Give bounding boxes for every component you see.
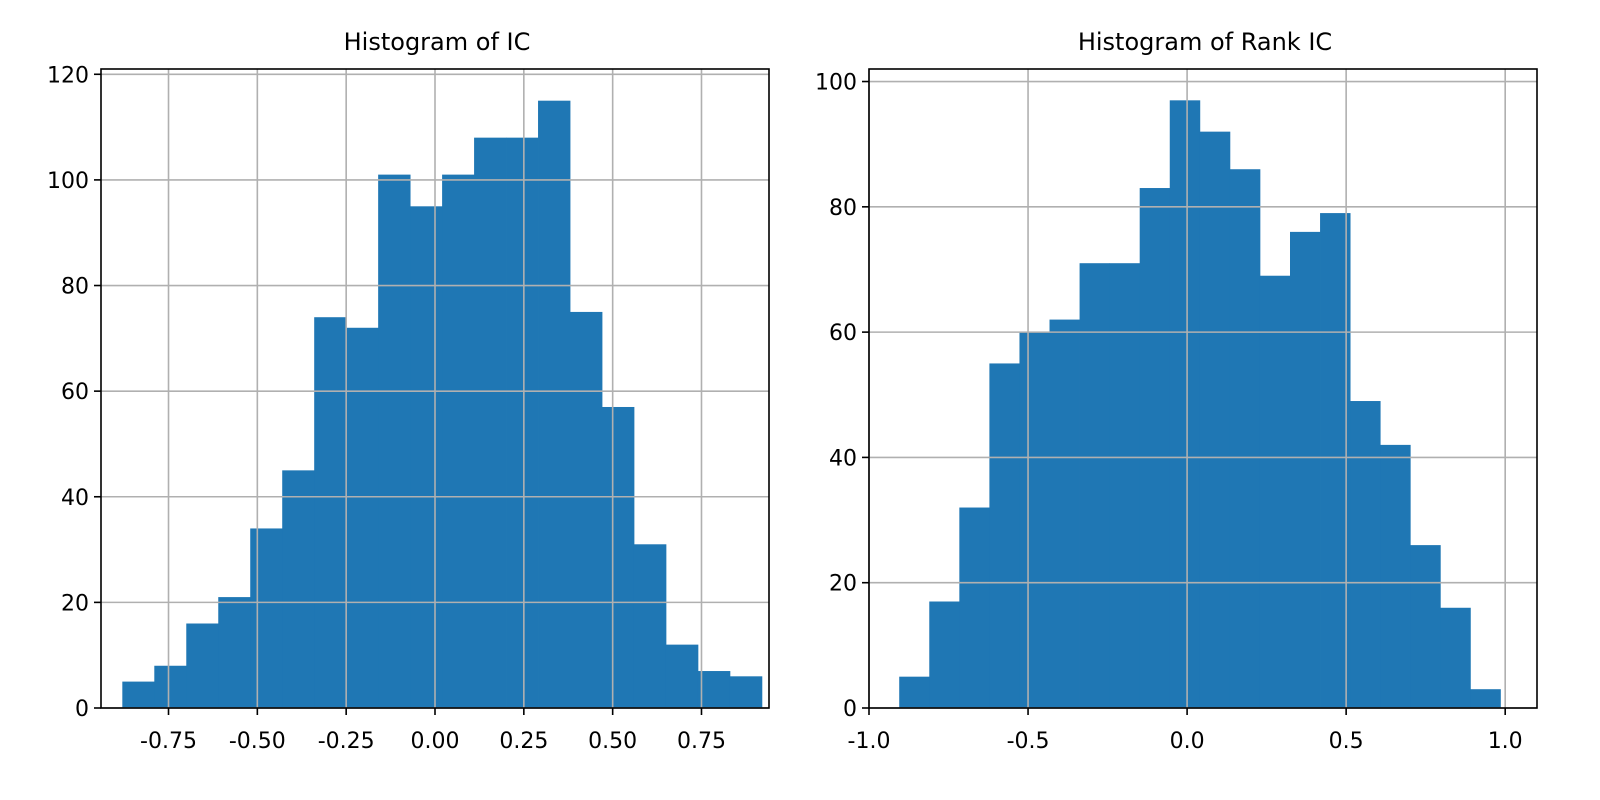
x-tick-label: -0.5 [1007,729,1050,754]
y-tick-label: 100 [815,71,857,96]
histogram-bar [122,681,155,708]
histogram-bar [1169,100,1201,708]
y-tick-label: 100 [47,169,89,194]
histogram-bar [1139,188,1171,708]
x-tick-label: 0.5 [1329,729,1364,754]
histogram-bar [474,137,507,708]
x-tick-label: -1.0 [848,729,891,754]
histogram-bar [570,311,603,708]
y-tick-label: 60 [829,321,857,346]
histogram-bar [899,676,930,708]
histogram-bar [1259,275,1291,708]
histogram-bar [1380,444,1411,708]
histogram-bar [602,406,635,708]
y-tick-label: 40 [61,486,89,511]
x-tick-label: 0.0 [1170,729,1205,754]
chart-title: Histogram of Rank IC [1078,28,1332,56]
y-tick-label: 80 [61,275,89,300]
histogram-bar [1109,263,1141,708]
y-tick-label: 80 [829,196,857,221]
x-tick-label: -0.75 [140,729,197,754]
y-tick-label: 40 [829,446,857,471]
x-tick-label: -0.50 [229,729,286,754]
histogram-bar [1350,401,1381,708]
histogram-bar [959,507,990,708]
histogram-bar [665,644,699,708]
y-tick-label: 0 [843,697,857,722]
histogram-bar [250,528,283,708]
histogram-bar [1289,231,1321,708]
histogram-bar [1440,607,1471,708]
chart-title: Histogram of IC [344,28,531,56]
x-tick-label: 0.50 [588,729,637,754]
histogram-bar [282,470,315,708]
histogram-bar [538,100,571,708]
histogram-bar [697,671,731,708]
histogram-bar [989,363,1020,708]
ic-histogram-panel: Histogram of IC -0.75 -0.50 -0.25 0.00 0.25 0… [47,28,770,754]
y-tick-label: 0 [75,697,89,722]
histogram-bar [346,327,379,708]
histogram-bar [1410,545,1441,708]
histogram-bar [186,623,219,708]
histogram-bar [506,137,539,708]
y-tick-label: 20 [829,572,857,597]
histogram-bar [218,597,251,708]
y-tick-label: 60 [61,380,89,405]
histogram-bar [1049,319,1080,708]
histogram-bar [154,665,187,708]
x-tick-label: -0.25 [318,729,375,754]
histogram-bar [729,676,763,708]
plot-frame [868,68,1538,709]
histogram-bar [314,317,347,708]
x-tick-label: 0.00 [411,729,460,754]
histogram-bar [1229,169,1261,708]
histogram-bar [633,544,667,708]
rank-ic-histogram-panel: Histogram of Rank IC -1.0 -0.5 0.0 0.5 1.0 0 2… [815,28,1538,754]
histogram-bar [1079,263,1111,708]
histogram-bar [1199,131,1231,708]
y-tick-label: 20 [61,591,89,616]
x-tick-label: 0.25 [499,729,548,754]
histogram-bar [410,206,443,708]
histogram-bar [1019,332,1050,708]
histogram-bar [1470,689,1501,708]
x-tick-label: 0.75 [677,729,726,754]
histogram-bar [442,174,475,709]
x-tick-label: 1.0 [1488,729,1523,754]
histogram-bar [929,601,960,708]
histogram-bar [378,174,411,709]
y-tick-label: 120 [47,63,89,88]
